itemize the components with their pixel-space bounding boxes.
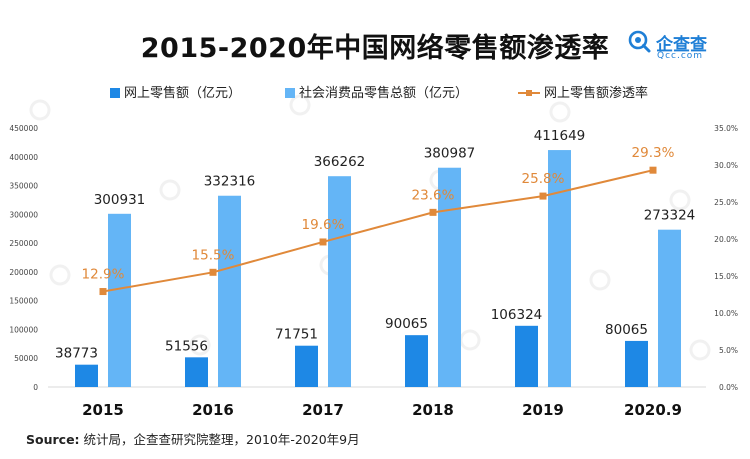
rate-point (319, 238, 327, 246)
x-axis-category-label: 2018 (412, 401, 454, 419)
bar-online-value-label: 51556 (165, 338, 208, 354)
watermark-mark (459, 329, 481, 351)
x-axis-category-label: 2017 (302, 401, 344, 419)
rate-value-label: 25.8% (522, 171, 565, 187)
right-axis-tick-label: 30.0% (714, 161, 738, 170)
rate-value-label: 23.6% (412, 187, 455, 203)
rate-value-label: 12.9% (82, 267, 125, 283)
bar-total-value-label: 332316 (204, 174, 256, 190)
chart-title: 2015-2020年中国网络零售额渗透率 (140, 33, 610, 64)
rate-point (539, 192, 547, 200)
x-axis-category-label: 2019 (522, 401, 564, 419)
watermark-mark (159, 179, 181, 201)
x-axis-category-label: 2020.9 (624, 401, 682, 419)
right-axis-tick-label: 25.0% (714, 198, 738, 207)
bar-online (515, 325, 538, 387)
logo-name: 企查查 (656, 35, 707, 55)
bar-total (438, 167, 461, 387)
watermark-mark (589, 269, 611, 291)
left-axis-tick-label: 300000 (9, 210, 38, 219)
legend-swatch-online (110, 87, 120, 98)
bar-total-value-label: 380987 (424, 146, 476, 162)
bar-online (75, 364, 98, 387)
right-axis-tick-label: 0.0% (719, 383, 738, 392)
watermark-mark (289, 94, 311, 116)
bar-total-value-label: 411649 (534, 128, 586, 144)
rate-point (99, 288, 107, 296)
rate-point (429, 208, 437, 216)
x-axis-category-label: 2015 (82, 401, 124, 419)
left-axis-tick-label: 200000 (9, 268, 38, 277)
watermark-mark (29, 99, 51, 121)
bar-total-value-label: 366262 (314, 154, 366, 170)
rate-line (102, 169, 654, 293)
logo-domain: Qcc.com (657, 51, 704, 61)
bar-online (295, 345, 318, 387)
legend-swatch-total (285, 87, 295, 98)
right-axis-tick-label: 10.0% (714, 309, 738, 318)
bar-total (218, 195, 241, 387)
watermark-mark (49, 264, 71, 286)
bar-total (658, 229, 681, 387)
logo-icon (628, 30, 651, 53)
left-axis-tick-label: 100000 (9, 325, 38, 334)
brand-logo: 企查查 Qcc.com (628, 28, 728, 68)
bar-online-value-label: 80065 (605, 322, 648, 338)
legend-label-total: 社会消费品零售总额（亿元） (299, 86, 469, 101)
legend-label-online: 网上零售额（亿元） (124, 86, 242, 101)
rate-value-label: 19.6% (302, 217, 345, 233)
rate-value-label: 29.3% (632, 145, 675, 161)
bar-online (625, 340, 648, 387)
bar-total (548, 150, 571, 387)
left-axis-tick-label: 50000 (14, 354, 38, 363)
legend-swatch-rate (518, 89, 540, 96)
watermark-mark (689, 339, 711, 361)
left-axis-tick-label: 400000 (9, 153, 38, 162)
bar-total-value-label: 273324 (644, 208, 696, 224)
bar-online-value-label: 106324 (491, 307, 543, 323)
bar-online (185, 357, 208, 387)
bar-total (328, 176, 351, 387)
right-axis-tick-label: 35.0% (714, 124, 738, 133)
bar-online (405, 335, 428, 387)
rate-value-label: 15.5% (192, 247, 235, 263)
left-axis-tick-label: 350000 (9, 182, 38, 191)
left-axis-tick-label: 0 (33, 383, 38, 392)
rate-point (209, 268, 217, 276)
right-axis-tick-label: 5.0% (719, 346, 738, 355)
bar-online-value-label: 90065 (385, 316, 428, 332)
left-axis-tick-label: 150000 (9, 297, 38, 306)
watermark-mark (669, 189, 691, 211)
bar-online-value-label: 71751 (275, 327, 318, 343)
rate-point (649, 166, 657, 174)
legend-item-total: 社会消费品零售总额（亿元） (285, 82, 469, 101)
legend-label-rate: 网上零售额渗透率 (544, 86, 649, 101)
source-label: Source: (26, 432, 80, 447)
legend-item-rate: 网上零售额渗透率 (518, 82, 649, 101)
watermark-mark (549, 101, 571, 123)
bar-total-value-label: 300931 (94, 192, 146, 208)
source-text: 统计局，企查查研究院整理，2010年-2020年9月 (83, 432, 360, 447)
bar-total (108, 213, 131, 387)
left-axis-tick-label: 250000 (9, 239, 38, 248)
legend-item-online: 网上零售额（亿元） (110, 82, 242, 101)
x-axis-category-label: 2016 (192, 401, 234, 419)
watermark-mark (189, 334, 211, 356)
left-axis-tick-label: 450000 (9, 124, 38, 133)
right-axis-tick-label: 20.0% (714, 235, 738, 244)
source-note: Source: 统计局，企查查研究院整理，2010年-2020年9月 (26, 429, 360, 448)
right-axis-tick-label: 15.0% (714, 272, 738, 281)
bar-online-value-label: 38773 (55, 346, 98, 362)
